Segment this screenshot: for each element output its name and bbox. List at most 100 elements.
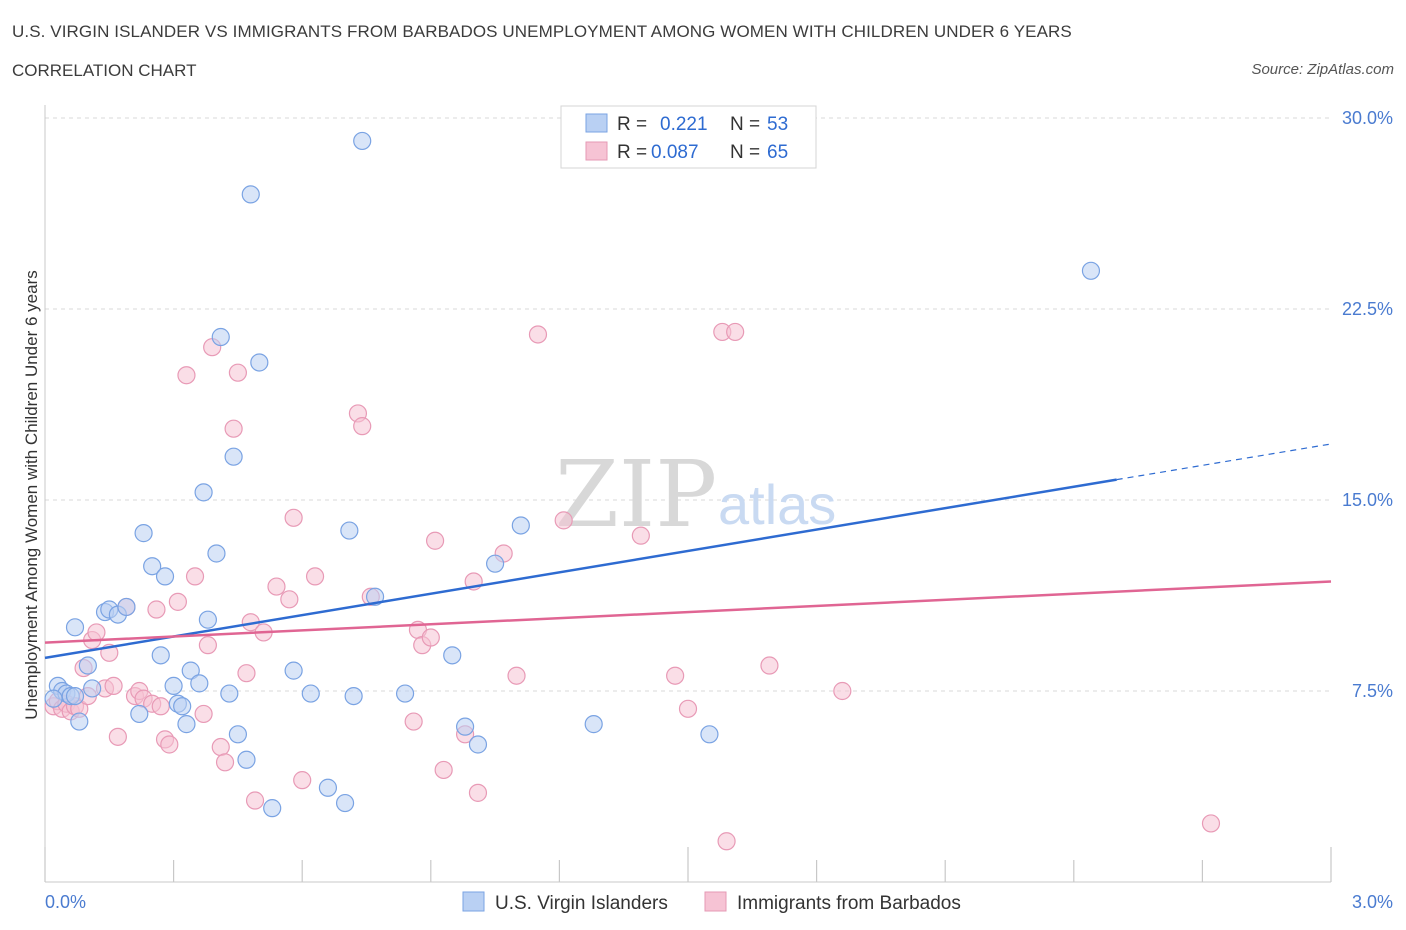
- trend-virgin-islanders: [44, 478, 1117, 660]
- series-legend-label-virgin-islanders: U.S. Virgin Islanders: [495, 893, 668, 914]
- point-virgin-islanders-37: [318, 778, 338, 797]
- point-virgin-islanders-47: [486, 554, 505, 573]
- point-virgin-islanders-49: [584, 715, 603, 734]
- gridlines: [45, 117, 1331, 692]
- point-barbados-54: [468, 783, 488, 802]
- point-virgin-islanders-31: [237, 750, 256, 769]
- point-barbados-38: [267, 577, 286, 596]
- point-virgin-islanders-4: [65, 686, 85, 706]
- point-barbados-60: [666, 666, 685, 685]
- point-barbados-21: [151, 697, 170, 716]
- legend-swatch-blue: [585, 113, 608, 133]
- point-virgin-islanders-32: [241, 185, 260, 204]
- point-barbados-61: [678, 699, 698, 718]
- point-barbados-20: [147, 600, 166, 619]
- chart-subtitle: CORRELATION CHART: [12, 61, 197, 80]
- point-virgin-islanders-33: [250, 353, 269, 372]
- point-barbados-36: [245, 791, 265, 810]
- point-barbados-50: [425, 531, 445, 550]
- point-barbados-32: [224, 419, 243, 438]
- point-virgin-islanders-38: [335, 793, 355, 813]
- point-barbados-33: [228, 363, 247, 382]
- legend-r-label-pink: R =: [617, 142, 647, 163]
- y-tick-label-2: 22.5%: [1342, 299, 1393, 319]
- point-barbados-57: [528, 325, 548, 344]
- point-virgin-islanders-29: [224, 447, 243, 466]
- point-virgin-islanders-13: [130, 704, 149, 724]
- point-virgin-islanders-8: [83, 679, 102, 698]
- point-barbados-56: [507, 666, 526, 685]
- axes: [44, 105, 1332, 883]
- y-tick-label-3: 30.0%: [1342, 108, 1393, 128]
- point-barbados-59: [631, 526, 650, 545]
- x-tick-label-min: 0.0%: [45, 892, 86, 912]
- point-virgin-islanders-15: [143, 557, 162, 576]
- legend-n-value-pink: 65: [767, 142, 788, 163]
- correlation-legend: R = 0.221 N = 53 R = 0.087 N = 65: [560, 105, 817, 169]
- point-barbados-23: [160, 735, 179, 754]
- legend-r-label-blue: R =: [617, 114, 647, 135]
- point-barbados-49: [421, 628, 440, 647]
- point-barbados-44: [353, 417, 372, 436]
- point-virgin-islanders-41: [353, 131, 372, 151]
- point-virgin-islanders-6: [65, 618, 85, 637]
- point-virgin-islanders-28: [220, 684, 239, 703]
- point-barbados-67: [1201, 814, 1221, 833]
- point-barbados-51: [434, 760, 453, 780]
- point-virgin-islanders-7: [78, 656, 97, 675]
- point-barbados-42: [305, 567, 325, 586]
- point-virgin-islanders-25: [198, 610, 217, 629]
- point-virgin-islanders-20: [173, 697, 192, 716]
- trend-lines: [44, 443, 1332, 660]
- point-barbados-65: [760, 656, 779, 675]
- point-virgin-islanders-21: [177, 715, 196, 734]
- point-barbados-58: [554, 511, 573, 530]
- point-barbados-63: [717, 832, 736, 851]
- point-barbados-14: [108, 727, 127, 746]
- source-credit: Source: ZipAtlas.com: [1251, 61, 1394, 78]
- point-barbados-26: [185, 567, 205, 586]
- y-tick-label-1: 15.0%: [1342, 490, 1393, 510]
- point-virgin-islanders-34: [263, 799, 282, 818]
- point-virgin-islanders-30: [228, 725, 247, 744]
- watermark-atlas: atlas: [718, 473, 836, 536]
- point-virgin-islanders-36: [301, 684, 320, 703]
- point-barbados-41: [293, 771, 312, 790]
- point-virgin-islanders-22: [181, 661, 200, 680]
- trend-virgin-islanders-extension: [1116, 443, 1332, 481]
- legend-n-label-pink: N =: [730, 142, 760, 163]
- x-tick-label-max: 3.0%: [1352, 892, 1393, 912]
- point-barbados-66: [833, 681, 852, 701]
- point-virgin-islanders-39: [340, 521, 359, 540]
- point-virgin-islanders-52: [44, 689, 63, 708]
- series-legend-swatch-pink: [704, 891, 727, 912]
- legend-n-value-blue: 53: [767, 114, 788, 135]
- point-virgin-islanders-23: [190, 674, 209, 693]
- watermark: ZIP atlas: [555, 441, 836, 548]
- y-tick-label-0: 7.5%: [1352, 681, 1393, 701]
- point-virgin-islanders-46: [468, 735, 488, 754]
- point-barbados-40: [284, 508, 303, 527]
- point-barbados-13: [104, 676, 123, 696]
- legend-swatch-pink: [585, 141, 608, 161]
- point-barbados-24: [168, 592, 187, 611]
- chart-title: U.S. VIRGIN ISLANDER VS IMMIGRANTS FROM …: [12, 22, 1072, 41]
- point-virgin-islanders-26: [207, 544, 226, 563]
- point-virgin-islanders-40: [344, 686, 363, 706]
- point-virgin-islanders-43: [395, 684, 415, 703]
- point-barbados-64: [726, 322, 745, 342]
- point-barbados-30: [211, 737, 230, 757]
- point-virgin-islanders-5: [70, 712, 89, 731]
- point-virgin-islanders-44: [443, 646, 462, 665]
- series-legend: U.S. Virgin Islanders Immigrants from Ba…: [462, 891, 961, 914]
- series-virgin-islanders-points: [44, 131, 1101, 818]
- legend-r-value-pink: 0.087: [651, 142, 699, 163]
- point-barbados-39: [280, 590, 299, 609]
- point-barbados-34: [237, 664, 256, 683]
- y-axis-label: Unemployment Among Women with Children U…: [22, 270, 41, 719]
- point-virgin-islanders-12: [117, 597, 136, 617]
- point-barbados-46: [404, 712, 423, 731]
- point-virgin-islanders-24: [194, 483, 213, 502]
- point-virgin-islanders-48: [511, 516, 530, 535]
